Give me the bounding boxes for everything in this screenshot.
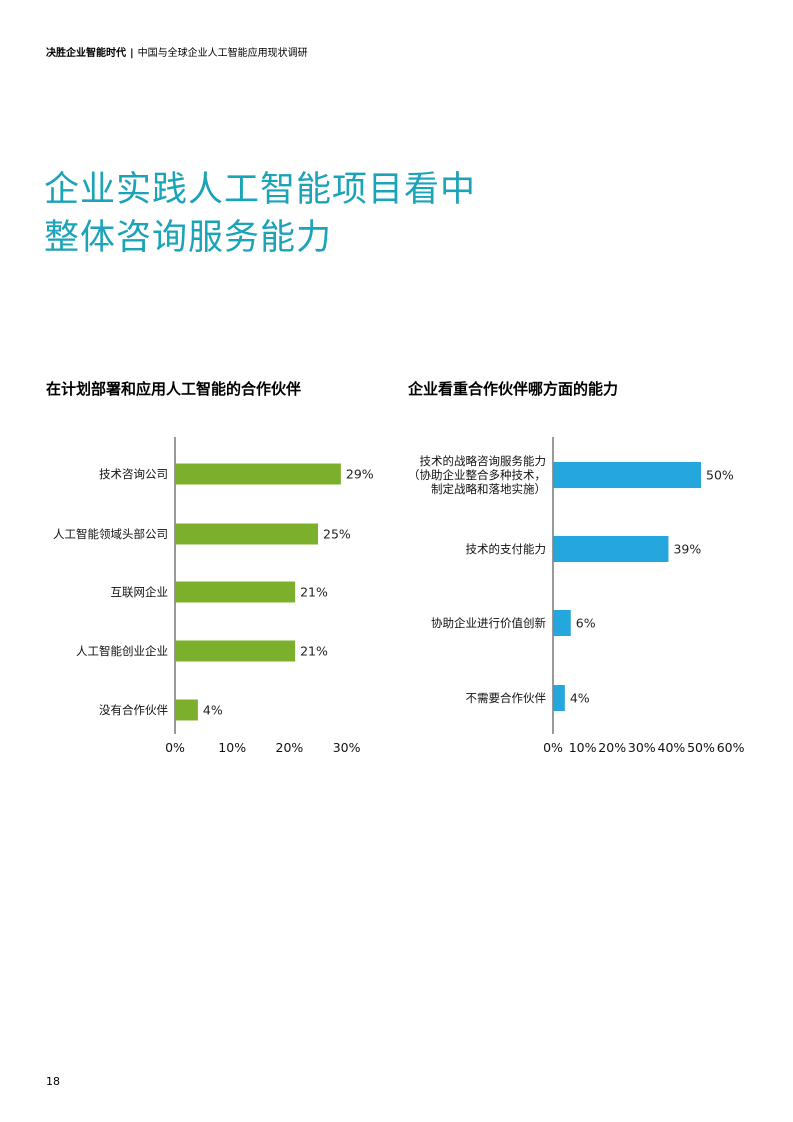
- header-separator: |: [130, 48, 134, 59]
- page-title-line-2: 整体咨询服务能力: [44, 218, 333, 258]
- page-number: 18: [46, 1075, 60, 1088]
- capability-bar-1: [553, 462, 701, 488]
- capability-x-tick-label-4: 30%: [628, 740, 656, 755]
- capability-category-label-2: 技术的支付能力: [466, 542, 547, 556]
- partner-bar-1: [175, 463, 341, 485]
- capability-x-tick-label-6: 50%: [687, 740, 715, 755]
- capability-bar-2: [553, 536, 669, 562]
- partner-bar-2: [175, 523, 318, 545]
- capability-value-label-1: 50%: [706, 468, 734, 483]
- capability-category-label-1-line-1: 技术的战略咨询服务能力: [420, 454, 547, 468]
- header-brand: 决胜企业智能时代: [46, 48, 126, 59]
- partner-bar-3: [175, 581, 296, 603]
- capability-x-tick-label-2: 10%: [569, 740, 597, 755]
- partner-category-label-4: 人工智能创业企业: [76, 644, 168, 658]
- partner-value-label-1: 29%: [346, 467, 374, 482]
- capability-value-label-4: 4%: [570, 691, 590, 706]
- header-subtitle: 中国与全球企业人工智能应用现状调研: [137, 48, 308, 59]
- capability-category-label-1-line-2: （协助企业整合多种技术，: [408, 468, 546, 482]
- page-title-line-1: 企业实践人工智能项目看中: [44, 170, 477, 210]
- running-header: 决胜企业智能时代 | 中国与全球企业人工智能应用现状调研: [46, 44, 308, 59]
- partner-value-label-4: 21%: [300, 644, 328, 659]
- page-title: 企业实践人工智能项目看中 整体咨询服务能力: [44, 166, 476, 262]
- chart-2-title: 企业看重合作伙伴哪方面的能力: [408, 380, 619, 398]
- partner-value-label-3: 21%: [300, 585, 328, 600]
- partner-value-label-5: 4%: [203, 703, 223, 718]
- partner-category-label-1: 技术咨询公司: [99, 467, 168, 481]
- partner-category-label-2: 人工智能领域头部公司: [53, 527, 168, 541]
- capability-value-label-2: 39%: [673, 542, 701, 557]
- capability-bar-4: [553, 685, 565, 711]
- capability-x-tick-label-5: 40%: [658, 740, 686, 755]
- capability-x-tick-label-1: 0%: [543, 740, 563, 755]
- partner-bar-4: [175, 640, 296, 662]
- partner-bar-5: [175, 699, 198, 721]
- capability-category-label-3: 协助企业进行价值创新: [431, 616, 546, 630]
- partner-category-label-5: 没有合作伙伴: [99, 703, 168, 717]
- capability-value-label-3: 6%: [576, 616, 596, 631]
- capability-bar-3: [553, 610, 571, 636]
- capability-category-label-1-line-3: 制定战略和落地实施）: [431, 482, 546, 496]
- partner-x-tick-label-1: 0%: [165, 740, 185, 755]
- partner-x-tick-label-3: 20%: [276, 740, 304, 755]
- capability-category-label-4: 不需要合作伙伴: [466, 691, 547, 705]
- partner-value-label-2: 25%: [323, 527, 351, 542]
- partner-x-tick-label-2: 10%: [218, 740, 246, 755]
- capability-x-tick-label-3: 20%: [598, 740, 626, 755]
- capability-x-tick-label-7: 60%: [717, 740, 745, 755]
- chart-1-title: 在计划部署和应用人工智能的合作伙伴: [46, 380, 302, 398]
- partner-category-label-3: 互联网企业: [111, 585, 169, 599]
- partner-x-tick-label-4: 30%: [333, 740, 361, 755]
